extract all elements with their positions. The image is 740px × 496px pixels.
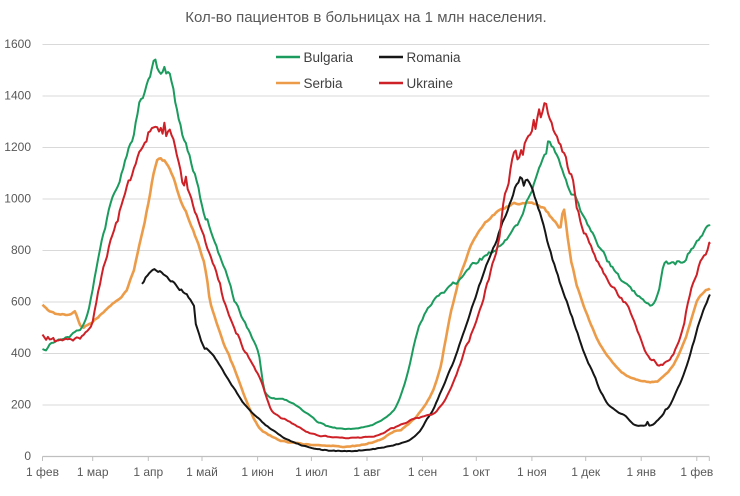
svg-text:Serbia: Serbia — [304, 76, 344, 91]
svg-text:1200: 1200 — [4, 140, 31, 154]
svg-text:Bulgaria: Bulgaria — [304, 50, 354, 65]
svg-text:1 сен: 1 сен — [408, 465, 437, 479]
svg-text:1 июл: 1 июл — [295, 465, 327, 479]
svg-text:1 май: 1 май — [186, 465, 218, 479]
svg-text:1 фев: 1 фев — [26, 465, 59, 479]
svg-text:1 дек: 1 дек — [571, 465, 601, 479]
svg-text:1 фев: 1 фев — [680, 465, 713, 479]
svg-text:400: 400 — [11, 346, 31, 360]
svg-text:Ukraine: Ukraine — [407, 76, 454, 91]
svg-text:1 июн: 1 июн — [241, 465, 273, 479]
svg-text:1 апр: 1 апр — [133, 465, 163, 479]
svg-text:1 авг: 1 авг — [353, 465, 381, 479]
svg-text:0: 0 — [24, 449, 31, 463]
svg-text:1600: 1600 — [4, 37, 31, 51]
svg-text:Romania: Romania — [407, 50, 462, 65]
svg-text:200: 200 — [11, 398, 31, 412]
svg-text:1 мар: 1 мар — [77, 465, 109, 479]
svg-text:800: 800 — [11, 243, 31, 257]
svg-text:1000: 1000 — [4, 192, 31, 206]
svg-text:1400: 1400 — [4, 89, 31, 103]
svg-text:600: 600 — [11, 295, 31, 309]
svg-text:Кол-во пациентов в больницах н: Кол-во пациентов в больницах на 1 млн на… — [185, 9, 546, 26]
svg-text:1 окт: 1 окт — [463, 465, 491, 479]
svg-text:1 ноя: 1 ноя — [517, 465, 547, 479]
svg-text:1 янв: 1 янв — [626, 465, 656, 479]
